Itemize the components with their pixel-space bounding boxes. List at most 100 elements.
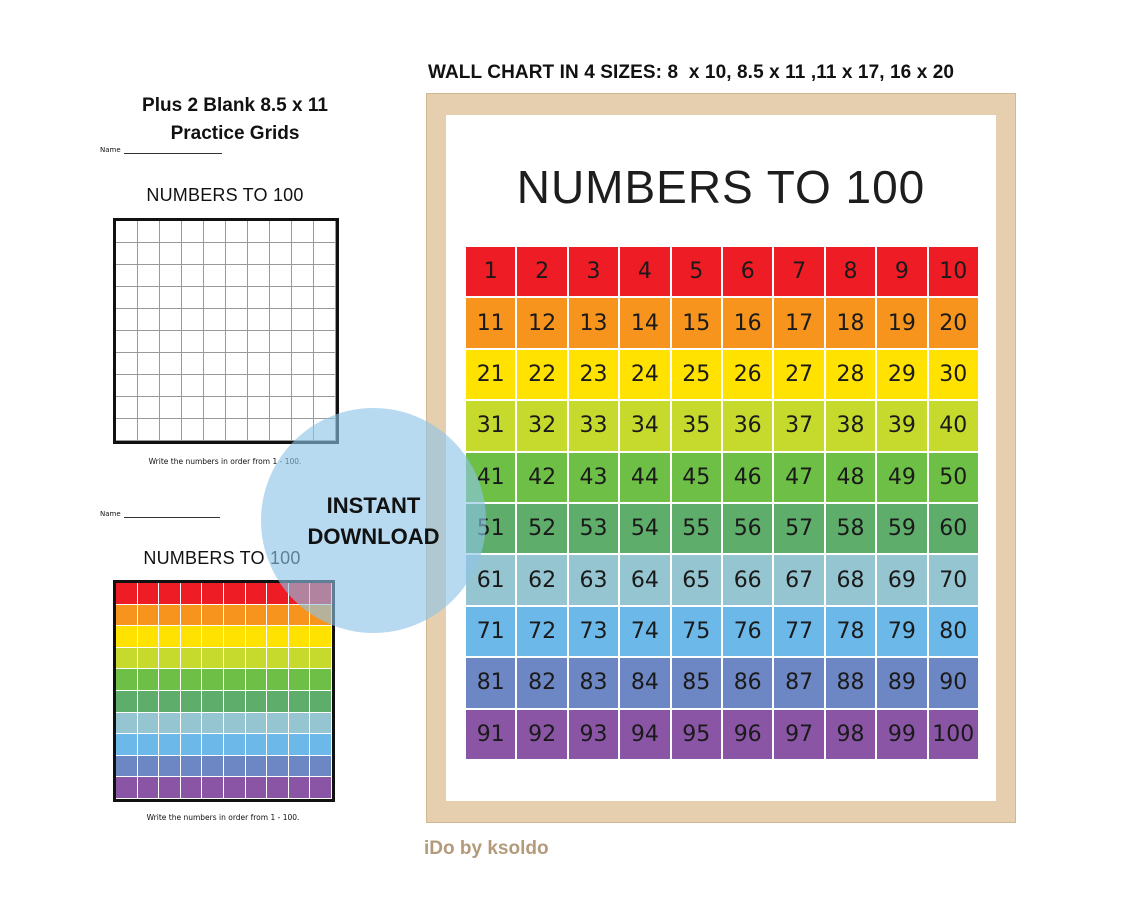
blank-grid-cell [292,397,314,419]
blank-grid-cell [314,221,336,243]
blank-grid-cell [204,243,226,265]
blank-grid-cell [138,353,160,375]
number-cell-71: 71 [466,606,516,657]
color-grid-cell [224,734,246,756]
color-grid-cell [137,755,160,778]
color-grid-cell [224,583,246,605]
color-grid-cell [310,734,332,756]
blank-grid-cell [116,221,138,243]
number-cell-98: 98 [825,709,876,759]
number-cell-81: 81 [466,658,516,708]
color-grid-cell [116,755,138,778]
number-cell-16: 16 [723,298,773,348]
color-grid-cell [202,669,224,691]
number-cell-46: 46 [723,452,773,502]
blank-grid-cell [292,287,314,309]
color-grid-cell [159,777,181,799]
color-grid-cell [159,734,181,756]
number-cell-72: 72 [517,606,567,657]
blank-grid-cell [248,243,270,265]
color-grid-cell [310,691,332,713]
number-cell-23: 23 [568,349,619,400]
blank-grid-cell [182,309,204,331]
color-grid-cell [224,669,246,691]
color-grid-cell [245,734,268,756]
number-cell-56: 56 [723,504,773,554]
number-cell-60: 60 [928,504,978,554]
color-grid-cell [267,712,289,735]
number-cell-20: 20 [928,298,978,348]
blank-grid-cell [270,265,292,287]
blank-grid-cell [292,221,314,243]
number-cell-40: 40 [928,401,978,451]
blank-grid-cell [182,397,204,419]
blank-grid-cell [314,375,336,397]
blank-grid-cell [270,221,292,243]
number-cell-33: 33 [568,401,619,451]
color-grid-cell [180,669,203,691]
blank-grid-cell [248,287,270,309]
color-grid-cell [224,647,246,670]
color-grid-cell [137,712,160,735]
number-cell-35: 35 [671,401,721,451]
number-cell-39: 39 [877,401,927,451]
number-cell-48: 48 [825,452,876,502]
color-grid-cell [137,626,160,648]
number-cell-14: 14 [620,298,670,348]
blank-grid-cell [226,221,248,243]
number-cell-49: 49 [877,452,927,502]
blank-grid-cell [292,265,314,287]
number-cell-52: 52 [517,504,567,554]
practice-grids-title: Plus 2 Blank 8.5 x 11 Practice Grids [110,92,360,148]
blank-grid-cell [160,397,182,419]
color-grid-cell [267,626,289,648]
blank-grid-cell [314,265,336,287]
color-grid-cell [159,755,181,778]
blank-grid-cell [116,419,138,441]
blank-grid-cell [248,309,270,331]
number-cell-11: 11 [466,298,516,348]
number-cell-87: 87 [774,658,824,708]
number-cell-28: 28 [825,349,876,400]
number-cell-86: 86 [723,658,773,708]
color-grid-cell [202,691,224,713]
color-grid-cell [180,626,203,648]
color-grid-cell [159,712,181,735]
color-grid-cell [245,604,268,627]
number-cell-36: 36 [723,401,773,451]
number-cell-70: 70 [928,555,978,605]
blank-grid-cell [182,265,204,287]
color-grid-cell [116,712,138,735]
color-grid-cell [288,734,311,756]
number-cell-42: 42 [517,452,567,502]
blank-grid-cell [182,419,204,441]
number-cell-43: 43 [568,452,619,502]
color-grid-cell [180,583,203,605]
number-cell-37: 37 [774,401,824,451]
blank-grid-cell [226,397,248,419]
color-grid-cell [180,755,203,778]
number-cell-41: 41 [466,452,516,502]
blank-grid-cell [138,375,160,397]
number-cell-29: 29 [877,349,927,400]
blank-grid-cell [116,265,138,287]
number-cell-96: 96 [723,709,773,759]
color-grid-cell [116,777,138,799]
number-cell-9: 9 [877,247,927,297]
blank-grid-cell [226,353,248,375]
color-grid-cell [245,647,268,670]
color-grid-cell [288,647,311,670]
number-cell-85: 85 [671,658,721,708]
color-grid-cell [288,691,311,713]
number-cell-80: 80 [928,606,978,657]
color-grid-cell [202,755,224,778]
blank-grid-cell [116,243,138,265]
blank-grid-cell [138,265,160,287]
wall-chart-title: NUMBERS TO 100 [516,161,926,213]
number-cell-1: 1 [466,247,516,297]
number-cell-65: 65 [671,555,721,605]
number-cell-66: 66 [723,555,773,605]
name-label: Name [100,510,121,518]
number-cell-67: 67 [774,555,824,605]
color-grid-cell [267,755,289,778]
